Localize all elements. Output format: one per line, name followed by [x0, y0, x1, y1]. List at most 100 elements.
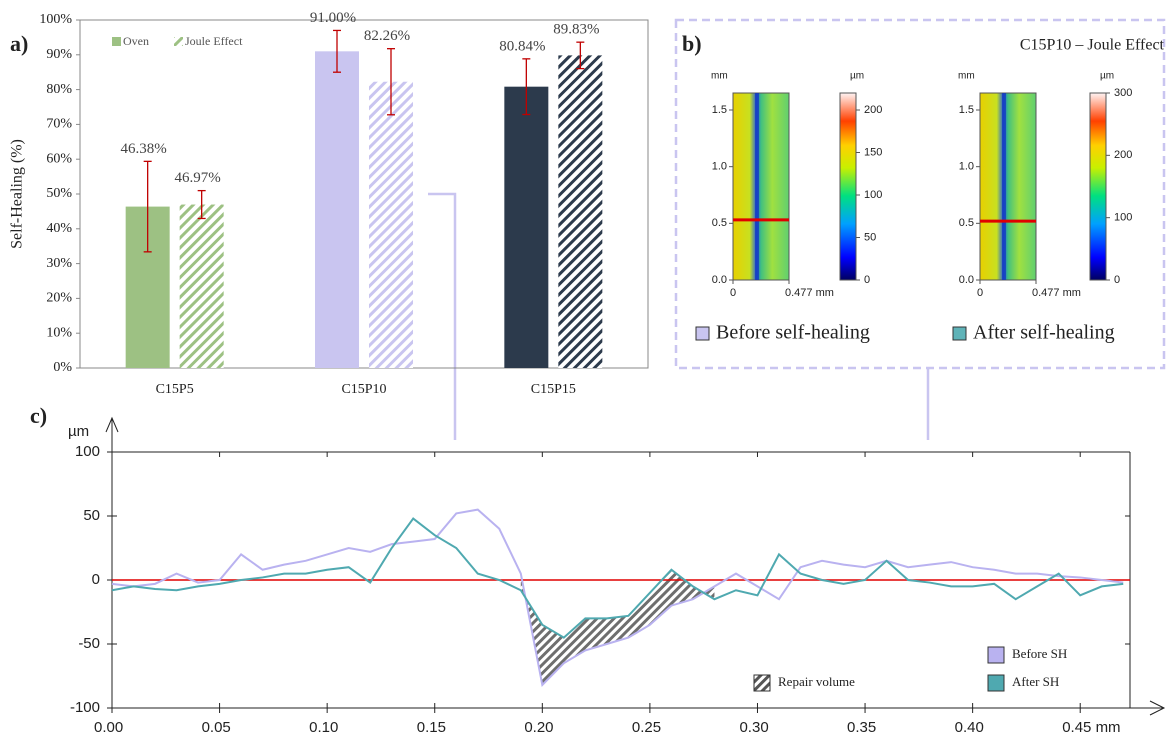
panel-label: c)	[30, 403, 47, 428]
legend-swatch	[987, 646, 1005, 664]
colorbar-tick-label: 100	[1114, 212, 1132, 224]
bar	[179, 204, 224, 368]
colorbar-tick-label: 300	[1114, 87, 1132, 99]
map-texture	[1002, 93, 1006, 280]
value-label: 91.00%	[310, 10, 356, 26]
x-tick-label: 0	[977, 287, 983, 299]
y-tick-label: 0.0	[712, 274, 727, 286]
bar	[369, 81, 413, 368]
y-tick-label: 50%	[46, 186, 72, 201]
y-unit: µm	[68, 423, 89, 440]
height-map	[732, 92, 790, 281]
x-tick-label: 0.00	[94, 719, 123, 736]
x-tick-label: 0.477 mm	[785, 287, 834, 299]
y-tick-label: 1.5	[712, 104, 727, 116]
legend-swatch	[112, 37, 121, 46]
x-tick-label: C15P10	[341, 382, 386, 397]
error-bar	[522, 58, 531, 116]
y-tick-label: 0	[92, 571, 100, 588]
colorbar-tick-label: 150	[864, 146, 882, 158]
x-tick-label: C15P15	[531, 382, 576, 397]
x-tick-label: 0.45 mm	[1062, 719, 1120, 736]
y-tick-label: 100%	[39, 12, 72, 27]
profile-line	[111, 517, 1124, 639]
x-tick-label: 0.35	[847, 719, 876, 736]
legend-swatch	[695, 326, 710, 341]
bar	[558, 55, 603, 368]
y-tick-label: 80%	[46, 82, 72, 97]
legend-swatch	[753, 674, 771, 692]
y-tick-label: 100	[75, 443, 100, 460]
legend-swatch	[952, 326, 967, 341]
y-tick-label: 10%	[46, 325, 72, 340]
colorbar-tick-label: 200	[864, 104, 882, 116]
y-tick-label: 0.5	[712, 217, 727, 229]
y-tick-label: 40%	[46, 221, 72, 236]
bar	[504, 86, 549, 368]
x-tick-label: 0.15	[417, 719, 446, 736]
y-tick-label: 60%	[46, 151, 72, 166]
y-tick-label: 50	[83, 507, 100, 524]
legend-swatch	[174, 37, 183, 46]
colorbar-unit: µm	[1100, 71, 1114, 82]
panel-label: a)	[10, 31, 28, 56]
colorbar-unit: µm	[850, 71, 864, 82]
connector	[428, 192, 457, 440]
colorbar-tick-label: 0	[864, 274, 870, 286]
x-tick-label: 0.40	[955, 719, 984, 736]
y-tick-label: -100	[70, 699, 100, 716]
colorbar-tick-label: 50	[864, 231, 876, 243]
y-tick-label: -50	[78, 635, 100, 652]
legend-label: Before self-healing	[716, 322, 870, 344]
value-label: 82.26%	[364, 28, 410, 44]
y-tick-label: 1.5	[959, 104, 974, 116]
colorbar	[1089, 92, 1107, 281]
y-tick-label: 0%	[53, 360, 72, 375]
legend-label: Joule Effect	[185, 34, 243, 48]
legend-label: Oven	[123, 34, 149, 48]
value-label: 46.38%	[121, 141, 167, 157]
y-tick-label: 20%	[46, 291, 72, 306]
colorbar	[839, 92, 857, 281]
colorbar-tick-label: 100	[864, 189, 882, 201]
error-bar	[197, 189, 206, 220]
x-tick-label: 0.05	[202, 719, 231, 736]
y-tick-label: 1.0	[712, 161, 727, 173]
y-unit: mm	[711, 71, 728, 82]
x-tick-label: 0.30	[739, 719, 768, 736]
height-map	[979, 92, 1037, 281]
y-unit: mm	[958, 71, 975, 82]
panel-label: b)	[682, 31, 702, 56]
x-axis	[112, 700, 1166, 716]
colorbar-tick-label: 200	[1114, 149, 1132, 161]
y-tick-label: 30%	[46, 256, 72, 271]
panel-b-frame	[674, 18, 1166, 370]
y-tick-label: 0.5	[959, 217, 974, 229]
x-tick-label: 0.10	[309, 719, 338, 736]
legend-swatch	[987, 674, 1005, 692]
colorbar-tick-label: 0	[1114, 274, 1120, 286]
x-tick-label: 0.20	[524, 719, 553, 736]
profile-line	[111, 508, 1124, 688]
legend-label: Repair volume	[778, 674, 855, 689]
error-bar	[387, 48, 395, 116]
y-axis-label: Self-Healing (%)	[9, 139, 26, 249]
x-tick-label: 0	[730, 287, 736, 299]
legend-label: Before SH	[1012, 646, 1067, 661]
y-tick-label: 1.0	[959, 161, 974, 173]
error-bar	[143, 160, 152, 253]
value-label: 80.84%	[499, 38, 545, 54]
y-axis	[105, 416, 119, 708]
y-tick-label: 0.0	[959, 274, 974, 286]
error-bar	[333, 29, 341, 73]
repair-area	[520, 569, 715, 685]
x-tick-label: C15P5	[156, 382, 194, 397]
panel-title: C15P10 – Joule Effect	[1020, 37, 1165, 54]
legend-label: After SH	[1012, 674, 1059, 689]
legend-label: After self-healing	[973, 322, 1115, 344]
y-tick-label: 90%	[46, 47, 72, 62]
x-tick-label: 0.477 mm	[1032, 287, 1081, 299]
value-label: 89.83%	[553, 22, 599, 38]
x-tick-label: 0.25	[632, 719, 661, 736]
